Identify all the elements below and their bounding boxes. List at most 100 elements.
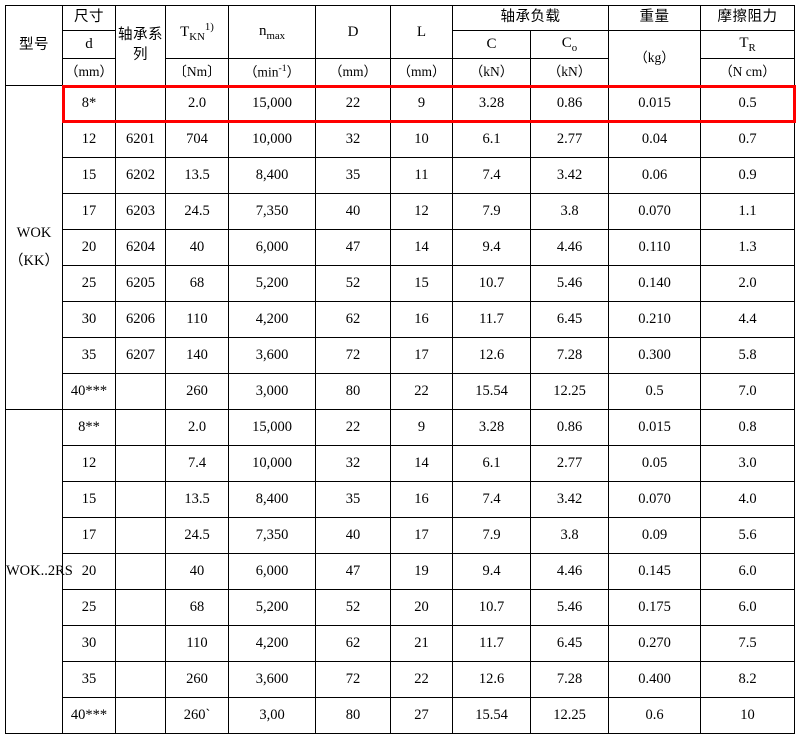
header-nmax-symbol: n: [258, 22, 267, 39]
cell-friction-torque: 2.0: [700, 265, 795, 302]
cell-nmax: 10,000: [228, 121, 316, 158]
cell-dynamic-load: 10.7: [452, 265, 531, 302]
header-tkn-subscript: KN: [189, 30, 205, 43]
header-bearing-series: 轴承系 列: [115, 5, 166, 86]
cell-friction-torque: 0.5: [700, 85, 795, 122]
cell-tkn: 140: [165, 337, 229, 374]
cell-tkn: 260: [165, 373, 229, 410]
cell-length: 15: [390, 265, 453, 302]
cell-nmax: 3,00: [228, 697, 316, 734]
cell-outer-diameter: 22: [315, 409, 391, 446]
cell-dynamic-load: 7.4: [452, 481, 531, 518]
cell-dynamic-load: 11.7: [452, 625, 531, 662]
cell-dynamic-load: 3.28: [452, 85, 531, 122]
cell-nmax: 8,400: [228, 157, 316, 194]
model-type-line1: WOK: [16, 224, 52, 241]
cell-nmax: 6,000: [228, 229, 316, 266]
header-outer-diameter: D: [315, 5, 391, 59]
cell-bearing-series: [115, 409, 166, 446]
cell-static-load: 0.86: [530, 85, 609, 122]
cell-bearing-series: [115, 85, 166, 122]
header-friction-group: 摩擦阻力: [700, 5, 795, 31]
table-row: 25 68 5,200 52 20 10.7 5.46 0.175 6.0: [6, 589, 795, 626]
cell-dynamic-load: 6.1: [452, 121, 531, 158]
cell-weight: 0.070: [608, 481, 701, 518]
cell-dynamic-load: 7.9: [452, 517, 531, 554]
cell-tkn: 110: [165, 301, 229, 338]
cell-weight: 0.06: [608, 157, 701, 194]
header-friction-torque-subscript: R: [748, 42, 756, 55]
cell-dynamic-load: 10.7: [452, 589, 531, 626]
cell-weight: 0.09: [608, 517, 701, 554]
cell-nmax: 3,600: [228, 337, 316, 374]
header-bore-diameter: d: [62, 30, 116, 59]
cell-tkn: 260`: [165, 697, 229, 734]
header-dimension-group: 尺寸: [62, 5, 116, 31]
cell-tkn: 110: [165, 625, 229, 662]
header-row-symbols: d C Co （kg） TR: [6, 30, 795, 86]
cell-dynamic-load: 7.4: [452, 157, 531, 194]
cell-weight: 0.140: [608, 265, 701, 302]
cell-static-load: 2.77: [530, 121, 609, 158]
cell-nmax: 10,000: [228, 445, 316, 482]
header-friction-torque-unit: （N cm）: [700, 58, 795, 86]
cell-friction-torque: 10: [700, 697, 795, 734]
cell-bearing-series: 6203: [115, 193, 166, 230]
header-bearing-series-line1: 轴承系: [118, 26, 163, 43]
header-tkn-symbol: T: [180, 23, 190, 40]
cell-static-load: 3.8: [530, 517, 609, 554]
cell-outer-diameter: 80: [315, 697, 391, 734]
cell-tkn: 7.4: [165, 445, 229, 482]
table-row: 12 6201 704 10,000 32 10 6.1 2.77 0.04 0.7: [6, 121, 795, 158]
cell-length: 16: [390, 481, 453, 518]
cell-bore-diameter: 25: [62, 589, 116, 626]
table-row: 30 6206 110 4,200 62 16 11.7 6.45 0.210 4.4: [6, 301, 795, 338]
cell-length: 10: [390, 121, 453, 158]
header-weight-unit-cell: （kg）: [608, 30, 701, 86]
table-row: WOK （KK） 8* 2.0 15,000 22 9 3.28 0.86 0.015 0.5: [5, 85, 795, 410]
cell-weight: 0.070: [608, 193, 701, 230]
cell-outer-diameter: 40: [315, 517, 391, 554]
cell-static-load: 12.25: [530, 697, 609, 734]
cell-nmax: 7,350: [228, 193, 316, 230]
cell-dynamic-load: 12.6: [452, 661, 531, 698]
header-dynamic-load-unit: （kN）: [452, 58, 531, 86]
header-weight-unit: （kg）: [634, 50, 675, 66]
cell-tkn: 24.5: [165, 517, 229, 554]
cell-friction-torque: 8.2: [700, 661, 795, 698]
cell-nmax: 6,000: [228, 553, 316, 590]
cell-friction-torque: 1.3: [700, 229, 795, 266]
cell-length: 11: [390, 157, 453, 194]
cell-weight: 0.300: [608, 337, 701, 374]
cell-bore-diameter: 20: [62, 553, 116, 590]
cell-bore-diameter: 30: [62, 301, 116, 338]
cell-outer-diameter: 47: [315, 553, 391, 590]
cell-static-load: 5.46: [530, 265, 609, 302]
cell-friction-torque: 6.0: [700, 553, 795, 590]
cell-nmax: 15,000: [228, 409, 316, 446]
cell-dynamic-load: 9.4: [452, 553, 531, 590]
cell-nmax: 3,600: [228, 661, 316, 698]
cell-nmax: 5,200: [228, 589, 316, 626]
header-friction-torque: TR: [700, 30, 795, 59]
cell-bearing-series: [115, 661, 166, 698]
cell-outer-diameter: 52: [315, 265, 391, 302]
header-friction-torque-symbol: T: [739, 35, 749, 52]
cell-tkn: 13.5: [165, 481, 229, 518]
cell-bearing-series: 6201: [115, 121, 166, 158]
cell-tkn: 68: [165, 265, 229, 302]
cell-outer-diameter: 52: [315, 589, 391, 626]
cell-dynamic-load: 12.6: [452, 337, 531, 374]
cell-bore-diameter: 12: [62, 445, 116, 482]
cell-nmax: 3,000: [228, 373, 316, 410]
header-row-group: 型号 尺寸 轴承系 列 TKN1) nmax D L 轴承负载 重量: [5, 5, 795, 86]
table-row: 25 6205 68 5,200 52 15 10.7 5.46 0.140 2.0: [6, 265, 795, 302]
cell-bearing-series: [115, 589, 166, 626]
header-tkn-unit: 〔Nm〕: [165, 58, 229, 86]
cell-friction-torque: 0.7: [700, 121, 795, 158]
cell-nmax: 8,400: [228, 481, 316, 518]
cell-length: 16: [390, 301, 453, 338]
cell-friction-torque: 6.0: [700, 589, 795, 626]
cell-static-load: 3.8: [530, 193, 609, 230]
cell-length: 17: [390, 337, 453, 374]
